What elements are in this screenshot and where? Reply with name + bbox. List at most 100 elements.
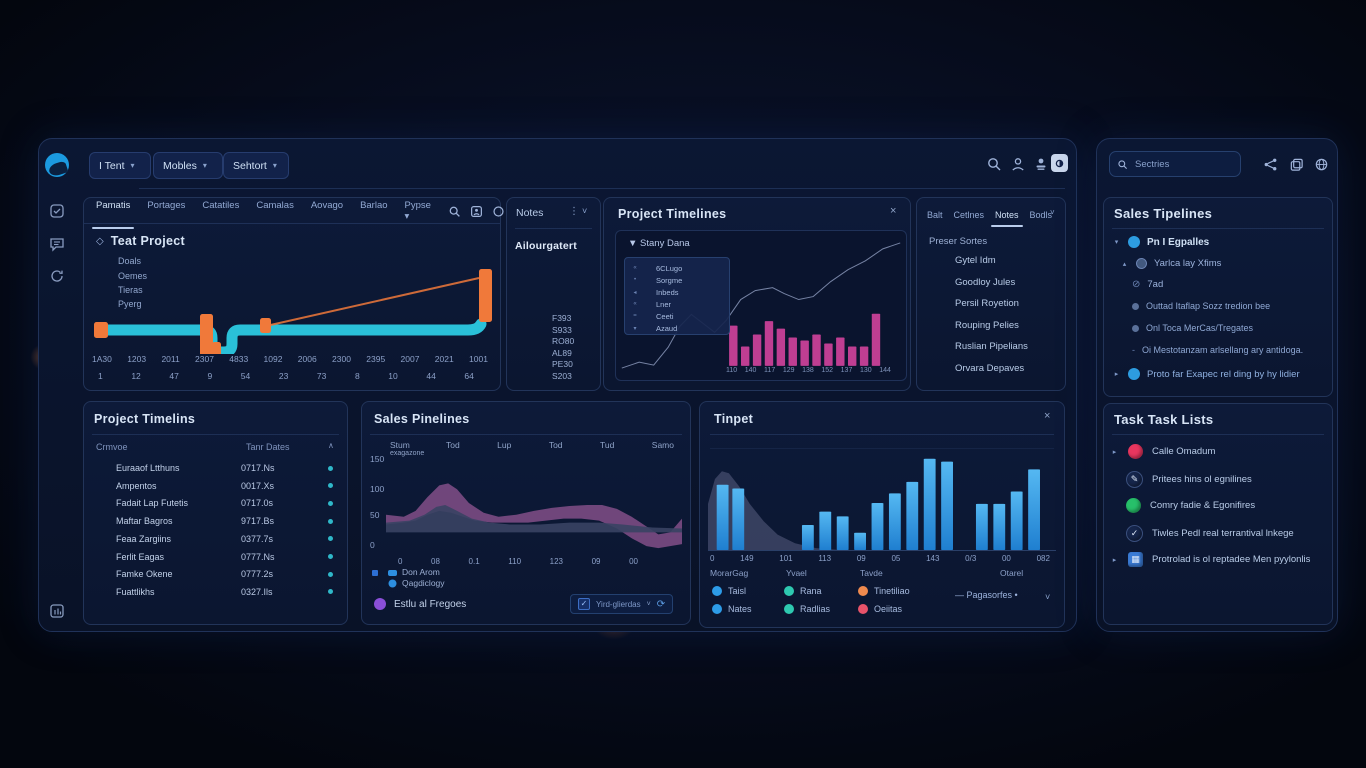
table-col-header[interactable]: Crmvoe (96, 442, 128, 452)
preset-item[interactable]: Rouping Pelies (933, 319, 1019, 332)
caret-right-icon[interactable]: ▸ (1114, 371, 1119, 378)
notes-legend-item[interactable]: S933 (539, 325, 572, 335)
caret-right-icon[interactable]: ▸ (1112, 448, 1117, 456)
tp-line-legend[interactable]: — Pagasorfes • (955, 590, 1018, 600)
caret-up-icon[interactable]: ▴ (1122, 260, 1127, 268)
tree-item[interactable]: Onl Toca MerCas/Tregates (1132, 323, 1253, 333)
user-box-icon[interactable] (470, 205, 483, 218)
sp-col-header[interactable]: Samo (651, 440, 674, 450)
caret-down-icon[interactable]: ▾ (1114, 239, 1119, 246)
main-tab[interactable]: Catatiles (202, 199, 240, 211)
header-menu-button[interactable]: Sehtort ▾ (223, 152, 289, 179)
tree-item[interactable]: - Oi Mestotanzam arlsellang ary antidoga… (1132, 345, 1303, 355)
preset-item[interactable]: Orvara Depaves (933, 362, 1024, 375)
table-row[interactable]: Ferlit Eagas 0777.Ns (94, 549, 337, 565)
gantt-row-label[interactable]: Tieras (118, 285, 143, 295)
notes-legend-item[interactable]: AL89 (539, 348, 572, 358)
tree-item[interactable]: ▸ Proto far Exapec rel ding by hy lidier (1112, 368, 1300, 380)
preset-item[interactable]: Gytel Idm (933, 254, 996, 267)
tree-item[interactable]: ▾ Pn I Egpalles (1112, 236, 1209, 248)
sp-col-header[interactable]: Tod (446, 440, 460, 450)
pt-legend-item[interactable]: « 6CLugo (631, 262, 729, 274)
table-row[interactable]: Ampentos 0017.Xs (94, 478, 337, 494)
pt-legend-item[interactable]: « Lner (631, 298, 729, 310)
globe-icon[interactable] (1314, 157, 1329, 172)
check-square-icon[interactable] (49, 203, 65, 219)
user-outline-icon[interactable] (1010, 156, 1026, 172)
sp-col-header[interactable]: Lup (497, 440, 512, 450)
gantt-row-label[interactable]: Doals (118, 256, 142, 266)
table-row[interactable]: Feaa Zargiins 0377.7s (94, 531, 337, 547)
sidebar-search[interactable] (1109, 151, 1241, 177)
preset-item[interactable]: Goodloy Jules (933, 276, 1015, 289)
main-tab[interactable]: Barlao (360, 199, 388, 211)
close-icon[interactable]: × (890, 205, 897, 217)
search-icon[interactable] (448, 205, 461, 218)
pt-legend-item[interactable]: = Ceeti (631, 310, 729, 322)
search-input[interactable] (1133, 157, 1227, 171)
task-item[interactable]: ▸ Calle Omadum (1110, 444, 1215, 459)
sp-legend-item[interactable]: Qagdiclogy (388, 578, 445, 588)
tp-legend-item[interactable]: Tinetiliao (858, 586, 910, 596)
task-item[interactable]: ▸ ▦ Protrolad is ol reptadee Men pyylonl… (1110, 552, 1310, 567)
main-tab[interactable]: Camalas (256, 199, 294, 211)
pt-legend-item[interactable]: ◂ Inbeds (631, 286, 729, 298)
tp-legend-item[interactable]: Radlias (784, 604, 830, 614)
table-row[interactable]: Euraaof Ltthuns 0717.Ns (94, 460, 337, 476)
task-item[interactable]: Comry fadie & Egonifires (1126, 498, 1255, 513)
share-icon[interactable] (1263, 157, 1278, 172)
sp-footer[interactable]: Estlu al Fregoes (374, 598, 466, 610)
main-tab[interactable]: Aovago (310, 199, 344, 211)
chevron-down-icon[interactable]: ˅ (582, 206, 588, 216)
table-row[interactable]: Fadait Lap Futetis 0717.0s (94, 495, 337, 511)
tree-item[interactable]: ⊘ 7ad (1132, 279, 1163, 290)
pt-legend-item[interactable]: ▾ Azaud (631, 322, 729, 334)
preset-tab[interactable]: Notes (991, 204, 1022, 227)
dashboard-grid-icon[interactable] (49, 603, 65, 619)
table-col-header[interactable]: Tanr Dates (246, 442, 290, 452)
checkbox-icon[interactable]: ✓ (578, 598, 590, 610)
table-row[interactable]: Maftar Bagros 9717.Bs (94, 513, 337, 529)
gantt-row-label[interactable]: Pyerg (118, 299, 142, 309)
sp-filter-control[interactable]: ✓ Yird-glierdas ˅ ⟳ (570, 594, 674, 614)
notes-legend-item[interactable]: S203 (539, 371, 572, 381)
preset-tab[interactable]: Balt (927, 210, 943, 220)
chat-icon[interactable] (49, 236, 65, 252)
tp-legend-item[interactable]: Oeiitas (858, 604, 902, 614)
theme-toggle-button[interactable] (1051, 154, 1068, 172)
more-icon[interactable]: ⋮ (569, 206, 579, 217)
notes-legend-item[interactable]: RO80 (539, 336, 574, 346)
tp-legend-item[interactable]: Rana (784, 586, 822, 596)
preset-tab[interactable]: Cetlnes (953, 210, 985, 220)
chevron-down-icon[interactable]: ˅ (1045, 592, 1051, 602)
sp-legend-item[interactable]: Don Arom (388, 567, 440, 577)
copy-icon[interactable] (1289, 157, 1304, 172)
refresh-icon[interactable] (49, 268, 65, 284)
table-row[interactable]: Fuattlikhs 0327.Ils (94, 584, 337, 600)
user-badge-icon[interactable] (1033, 156, 1049, 172)
app-logo[interactable] (45, 153, 69, 177)
circle-icon[interactable] (492, 205, 505, 218)
search-icon[interactable] (986, 156, 1002, 172)
notes-legend-item[interactable]: PE30 (539, 359, 573, 369)
sp-col-header[interactable]: Stum exagazone (390, 440, 425, 457)
sp-col-header[interactable]: Tod (548, 440, 563, 450)
header-menu-button[interactable]: Mobles ▾ (153, 152, 223, 179)
preset-item[interactable]: Persil Royetion (933, 297, 1019, 310)
close-icon[interactable]: × (1044, 410, 1051, 422)
main-tab[interactable]: Pypse ▾ (404, 199, 431, 222)
task-item[interactable]: ✓ Tiwles Pedl real terrantival lnkege (1126, 525, 1294, 542)
sp-col-header[interactable]: Tud (599, 440, 615, 450)
main-tab[interactable]: Portages (147, 199, 186, 211)
refresh-icon[interactable]: ⟳ (656, 598, 666, 610)
sort-icon[interactable]: ∧ (328, 441, 334, 450)
notes-legend-item[interactable]: F393 (539, 313, 571, 323)
preset-tab[interactable]: Bodls (1029, 210, 1053, 220)
tree-item[interactable]: Outtad Itaflap Sozz tredion bee (1132, 301, 1270, 311)
chevron-down-icon[interactable]: ˅ (1050, 208, 1055, 217)
preset-item[interactable]: Ruslian Pipelians (933, 340, 1028, 353)
pt-dropdown[interactable]: ▼ Stany Dana (628, 238, 690, 249)
caret-right-icon[interactable]: ▸ (1112, 556, 1117, 564)
tree-item[interactable]: ▴ Yarlca lay Xfims (1120, 258, 1221, 269)
main-tab[interactable]: Pamatis (91, 194, 135, 229)
